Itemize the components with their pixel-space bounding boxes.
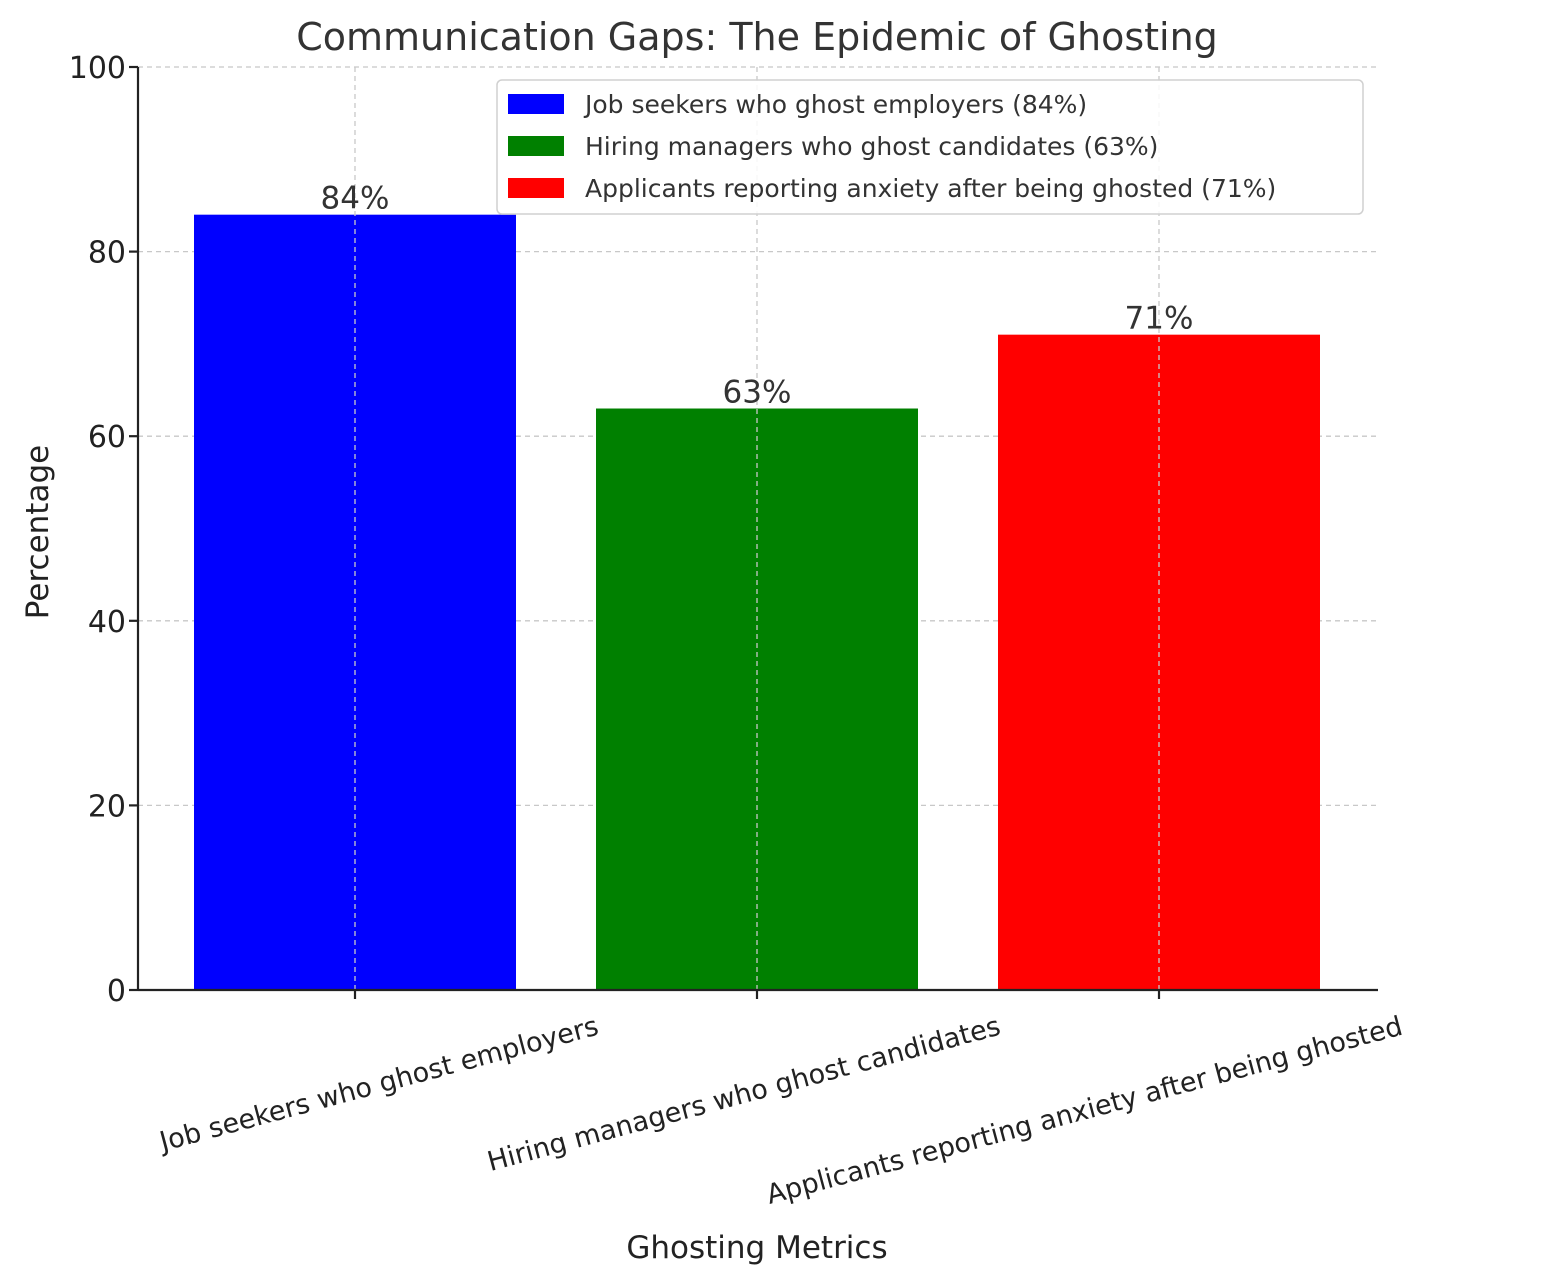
legend-item: Applicants reporting anxiety after being… [585,174,1276,203]
data-label: 63% [723,375,792,411]
data-label: 84% [321,181,390,217]
legend: Job seekers who ghost employers (84%) Hir… [496,79,1364,215]
vertical-grid-lines [354,67,1160,990]
x-axis-label: Ghosting Metrics [626,1230,887,1266]
y-tick-label: 20 [88,789,126,824]
chart-title: Communication Gaps: The Epidemic of Ghos… [296,15,1218,59]
legend-swatch [508,178,564,198]
legend-item: Hiring managers who ghost candidates (63… [585,132,1158,161]
y-tick-label: 100 [69,51,126,86]
y-axis-label: Percentage [20,445,56,619]
data-labels: 84% 63% 71% [321,181,1194,411]
y-tick-label: 80 [88,236,126,271]
legend-box [496,79,1364,215]
y-tick-label: 60 [88,420,126,455]
y-tick-labels: 0 20 40 60 80 100 [69,51,138,1009]
y-tick-label: 0 [107,974,126,1009]
x-tick-label: Applicants reporting anxiety after being… [763,1011,1406,1211]
legend-swatch [508,136,564,156]
legend-item: Job seekers who ghost employers (84%) [583,90,1087,119]
data-label: 71% [1125,301,1194,337]
y-tick-label: 40 [88,605,126,640]
legend-swatch [508,94,564,114]
